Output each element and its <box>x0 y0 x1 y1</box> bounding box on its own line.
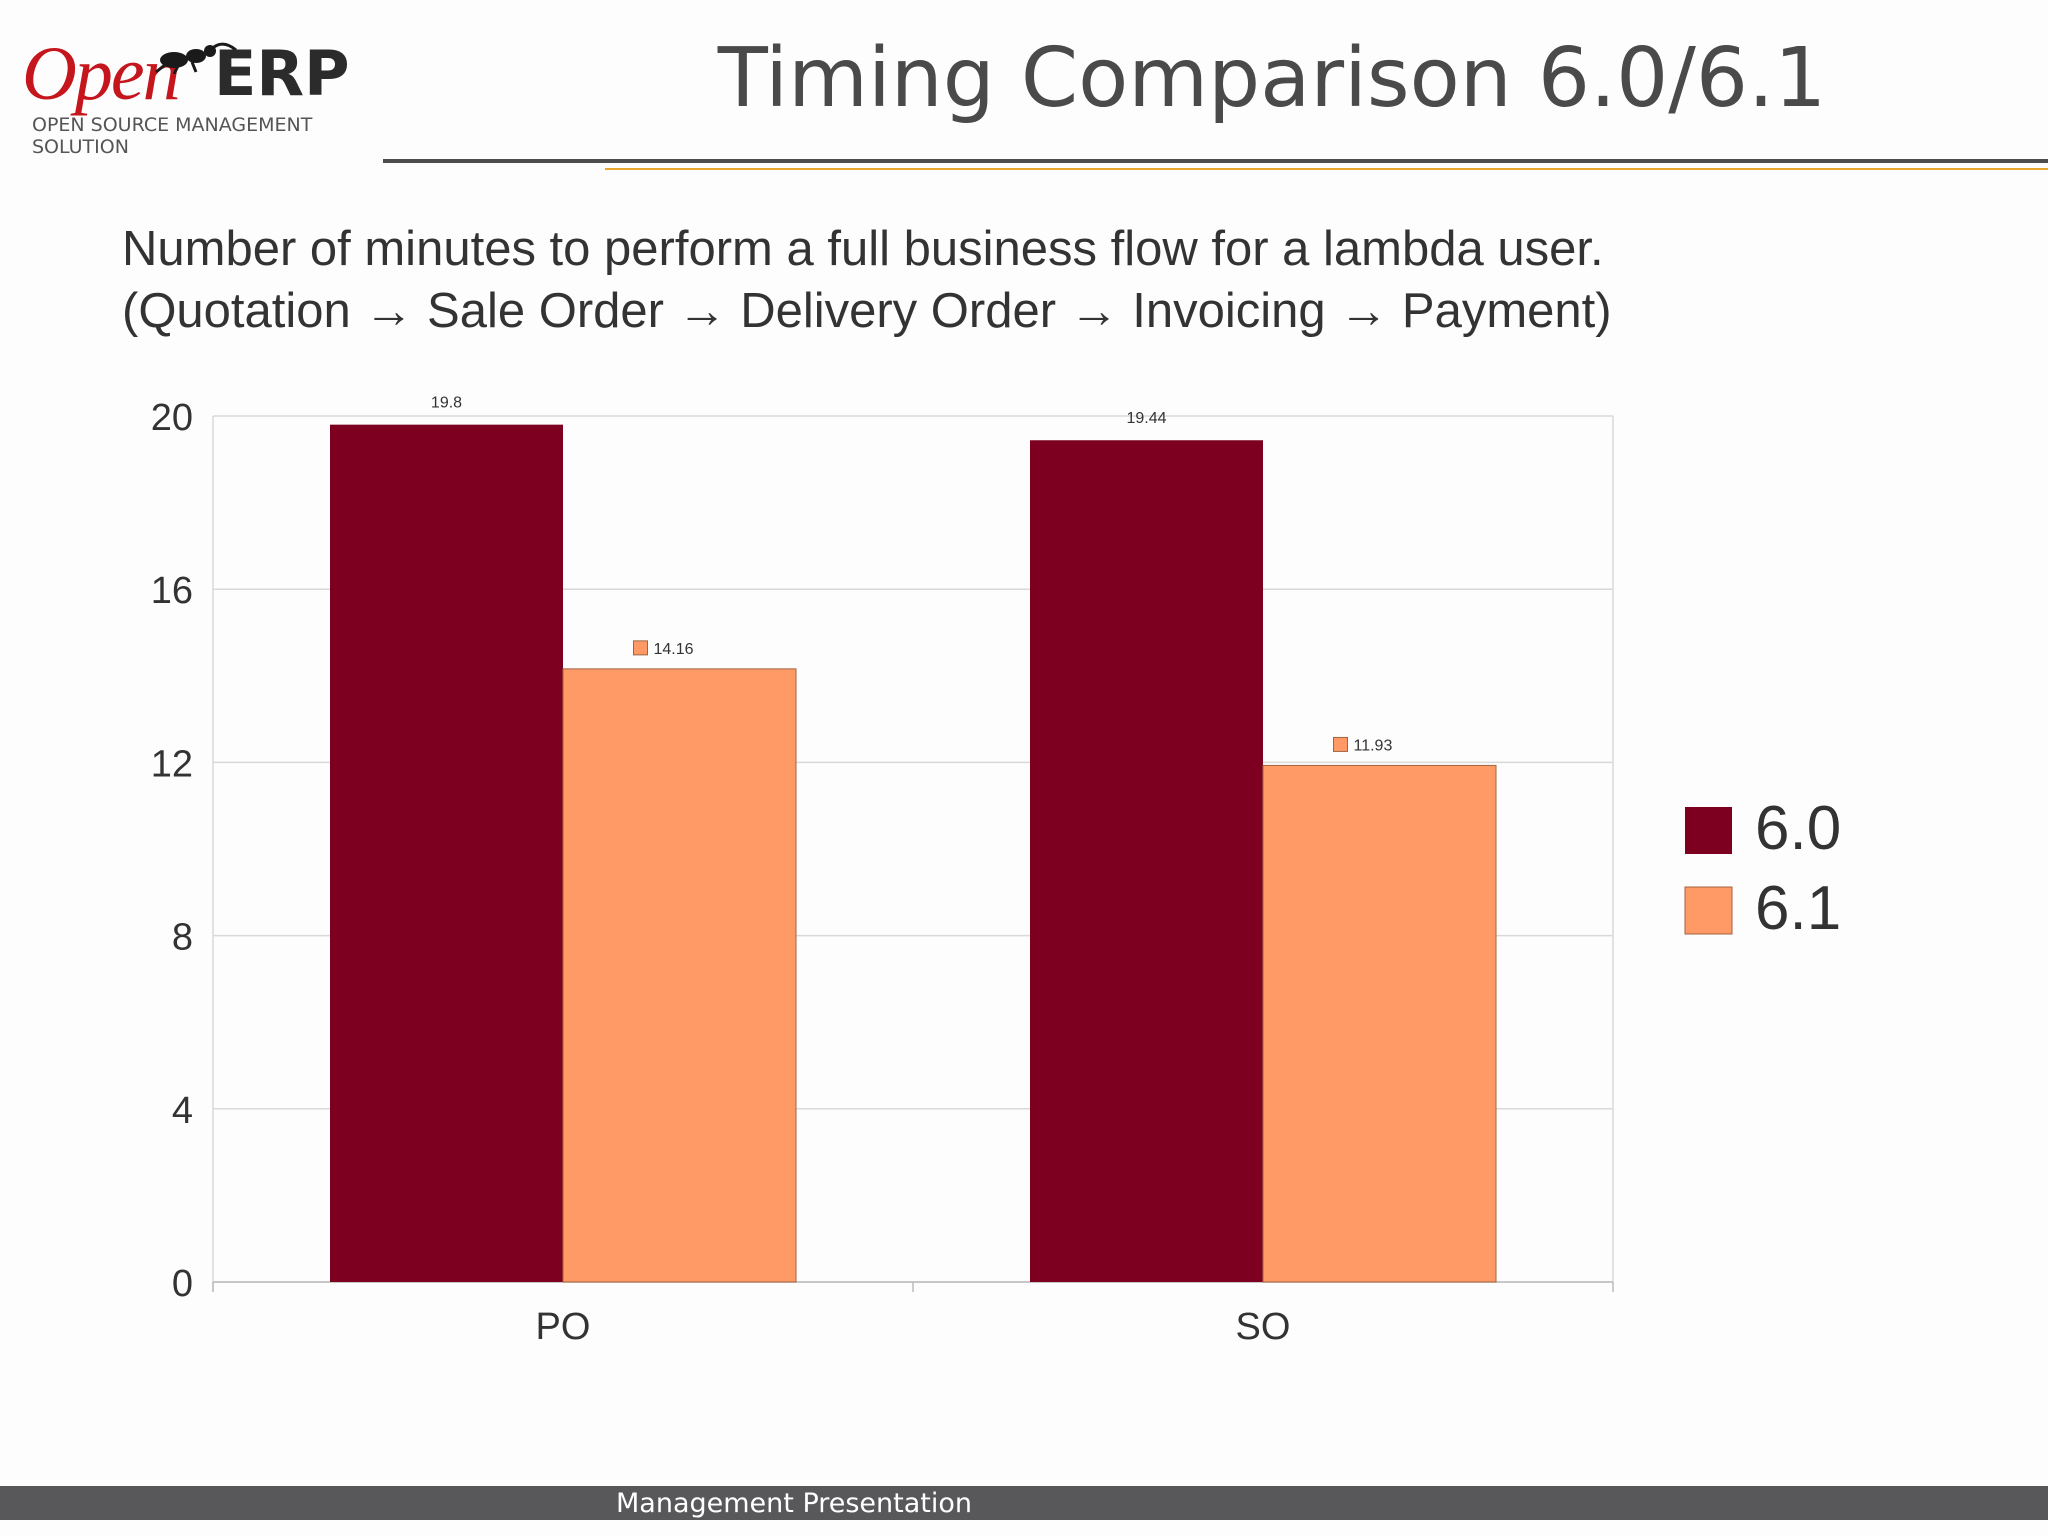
footer-bar: Management Presentation <box>0 1486 2048 1520</box>
bar <box>330 424 563 1282</box>
logo-open-text: Open <box>22 32 181 116</box>
data-label-key <box>1333 736 1348 752</box>
ant-icon <box>155 42 237 74</box>
y-tick-label: 12 <box>151 743 193 785</box>
bar-chart: 0 4 8 12 16 20 PO 19.8 14.16 SO 19.44 11.93 6.0 6.1 <box>151 395 1841 1348</box>
data-label-key <box>633 640 648 656</box>
data-label: 19.8 <box>431 395 462 412</box>
y-tick-label: 0 <box>172 1263 193 1305</box>
subtitle-line-2: (Quotation → Sale Order → Delivery Order… <box>122 284 1612 338</box>
slide-title: Timing Comparison 6.0/6.1 <box>717 31 1827 126</box>
title-accent-line <box>605 168 2048 170</box>
title-divider <box>383 159 2048 163</box>
bar <box>1262 764 1497 1283</box>
slide-subtitle: Number of minutes to perform a full busi… <box>122 218 1922 342</box>
data-label: 11.93 <box>1354 737 1393 754</box>
data-label: 14.16 <box>654 641 694 658</box>
y-tick-label: 4 <box>172 1090 193 1132</box>
bar <box>1030 440 1263 1282</box>
legend-label: 6.1 <box>1755 874 1841 943</box>
y-tick-label: 16 <box>151 570 193 612</box>
x-tick-label: PO <box>536 1306 591 1348</box>
bar <box>562 668 797 1283</box>
legend-swatch <box>1685 807 1732 854</box>
legend-swatch <box>1684 886 1733 935</box>
y-tick-label: 20 <box>151 397 193 439</box>
subtitle-line-1: Number of minutes to perform a full busi… <box>122 222 1604 276</box>
logo-erp-text: ERP <box>214 37 350 110</box>
footer-text: Management Presentation <box>616 1488 973 1519</box>
openerp-logo: Open ERP OPEN SOURCE MANAGEMENT SOLUTION <box>22 32 392 158</box>
logo-tagline: OPEN SOURCE MANAGEMENT SOLUTION <box>32 114 313 158</box>
x-tick-label: SO <box>1236 1306 1291 1348</box>
data-label: 19.44 <box>1126 410 1166 427</box>
legend-label: 6.0 <box>1755 794 1841 863</box>
y-tick-label: 8 <box>172 917 193 959</box>
